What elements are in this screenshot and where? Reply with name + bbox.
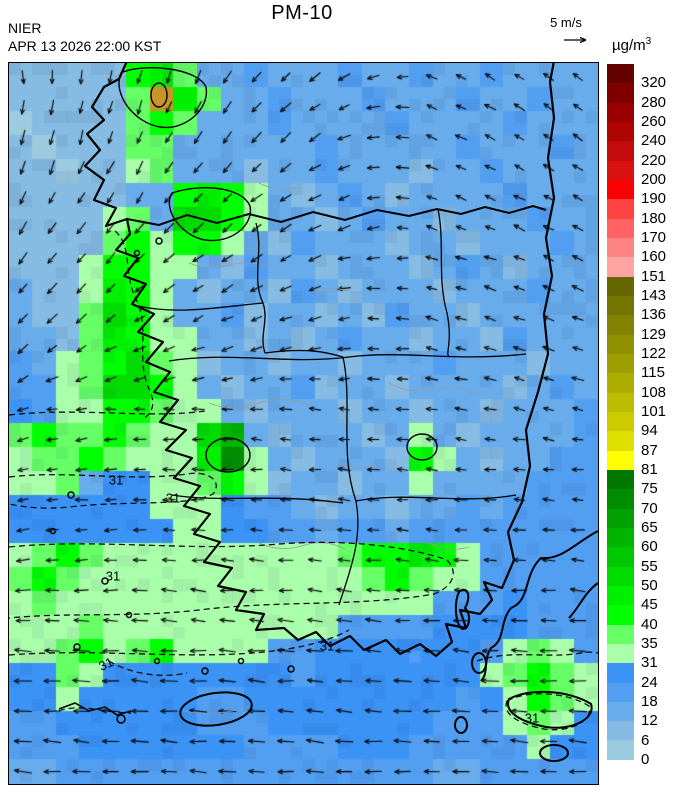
colorbar-tick-label: 220 (641, 151, 667, 169)
border-dmz (126, 204, 547, 227)
colorbar-block (607, 392, 634, 412)
colorbar-tick-label: 55 (641, 557, 658, 575)
island-jeju (179, 691, 253, 727)
colorbar-block (607, 315, 634, 335)
colorbar-block (607, 334, 634, 354)
colorbar-block (607, 237, 634, 258)
wind-reference-arrow-icon (564, 36, 587, 44)
province-borders (137, 208, 527, 606)
colorbar-tick-label: 280 (641, 93, 667, 111)
colorbar-tick-label: 260 (641, 112, 667, 130)
colorbar-tick-label: 6 (641, 731, 650, 749)
colorbar-tick-label: 122 (641, 344, 667, 362)
county-borders (182, 182, 477, 714)
colorbar-block (607, 663, 634, 683)
colorbar-block (607, 527, 634, 548)
colorbar-block (607, 585, 634, 606)
agency-label: NIER (8, 20, 42, 36)
colorbar-block (607, 643, 634, 664)
colorbar-tick-label: 75 (641, 480, 658, 498)
contour-label: 31 (524, 710, 540, 726)
colorbar-tick-label: 60 (641, 538, 658, 556)
colorbar-block (607, 547, 634, 567)
colorbar-tick-label: 160 (641, 248, 667, 266)
map-panel: 31 31 31 31 31 31 (8, 62, 599, 785)
colorbar-block (607, 740, 634, 760)
colorbar-block (607, 566, 634, 586)
colorbar (607, 64, 634, 760)
colorbar-tick-label: 129 (641, 325, 667, 343)
colorbar-block (607, 257, 634, 277)
colorbar-tick-label: 320 (641, 74, 667, 92)
colorbar-block (607, 373, 634, 393)
colorbar-tick-label: 200 (641, 170, 667, 188)
contour-label: 31 (319, 638, 335, 654)
colorbar-tick-label: 31 (641, 654, 658, 672)
contour-label: 31 (105, 568, 121, 584)
wind-reference-label: 5 m/s (550, 15, 582, 30)
colorbar-tick-label: 45 (641, 596, 658, 614)
colorbar-block (607, 102, 634, 122)
colorbar-tick-label: 108 (641, 383, 667, 401)
colorbar-tick-label: 190 (641, 190, 667, 208)
colorbar-block (607, 276, 634, 296)
colorbar-tick-label: 87 (641, 441, 658, 459)
colorbar-tick-label: 170 (641, 228, 667, 246)
colorbar-block (607, 469, 634, 490)
colorbar-block (607, 121, 634, 142)
contour-label: 31 (108, 472, 124, 488)
colorbar-tick-label: 180 (641, 209, 667, 227)
colorbar-tick-label: 101 (641, 402, 667, 420)
colorbar-tick-label: 240 (641, 132, 667, 150)
colorbar-block (607, 450, 634, 470)
colorbar-block (607, 489, 634, 509)
datetime-label: APR 13 2026 22:00 KST (8, 38, 162, 54)
colorbar-tick-label: 18 (641, 692, 658, 710)
contour-peak-spot (150, 82, 168, 108)
colorbar-block (607, 218, 634, 238)
coastline-korea (83, 63, 556, 658)
colorbar-block (607, 141, 634, 161)
colorbar-tick-label: 65 (641, 518, 658, 536)
colorbar-tick-label: 50 (641, 576, 658, 594)
colorbar-block (607, 83, 634, 103)
contours-dashed-31 (9, 230, 598, 731)
colorbar-tick-label: 24 (641, 673, 658, 691)
colorbar-block (607, 508, 634, 528)
map-overlay (9, 63, 598, 762)
colorbar-tick-label: 115 (641, 364, 665, 382)
island-tsushima (454, 588, 471, 630)
colorbar-block (607, 605, 634, 625)
contour-label: 31 (165, 490, 181, 506)
colorbar-tick-label: 143 (641, 286, 667, 304)
coastline-japan (480, 530, 598, 682)
colorbar-block (607, 64, 634, 84)
colorbar-block (607, 160, 634, 180)
contours-solid (118, 67, 438, 473)
colorbar-tick-label: 40 (641, 615, 658, 633)
colorbar-block (607, 624, 634, 644)
colorbar-block (607, 179, 634, 200)
colorbar-block (607, 701, 634, 722)
colorbar-block (607, 411, 634, 432)
concentration-field-canvas (9, 63, 598, 784)
unit-label: µg/m3 (612, 36, 652, 54)
colorbar-tick-label: 94 (641, 422, 658, 440)
colorbar-tick-label: 136 (641, 306, 667, 324)
colorbar-block (607, 682, 634, 702)
colorbar-tick-label: 81 (641, 460, 658, 478)
colorbar-tick-label: 35 (641, 634, 658, 652)
page-title: PM-10 (271, 2, 333, 24)
colorbar-block (607, 353, 634, 374)
colorbar-block (607, 199, 634, 219)
colorbar-tick-label: 70 (641, 499, 658, 517)
colorbar-tick-label: 12 (641, 712, 658, 730)
colorbar-tick-label: 151 (641, 267, 667, 285)
small-islands (49, 237, 295, 724)
colorbar-block (607, 295, 634, 316)
colorbar-tick-label: 0 (641, 750, 650, 768)
colorbar-block (607, 431, 634, 451)
colorbar-block (607, 721, 634, 741)
